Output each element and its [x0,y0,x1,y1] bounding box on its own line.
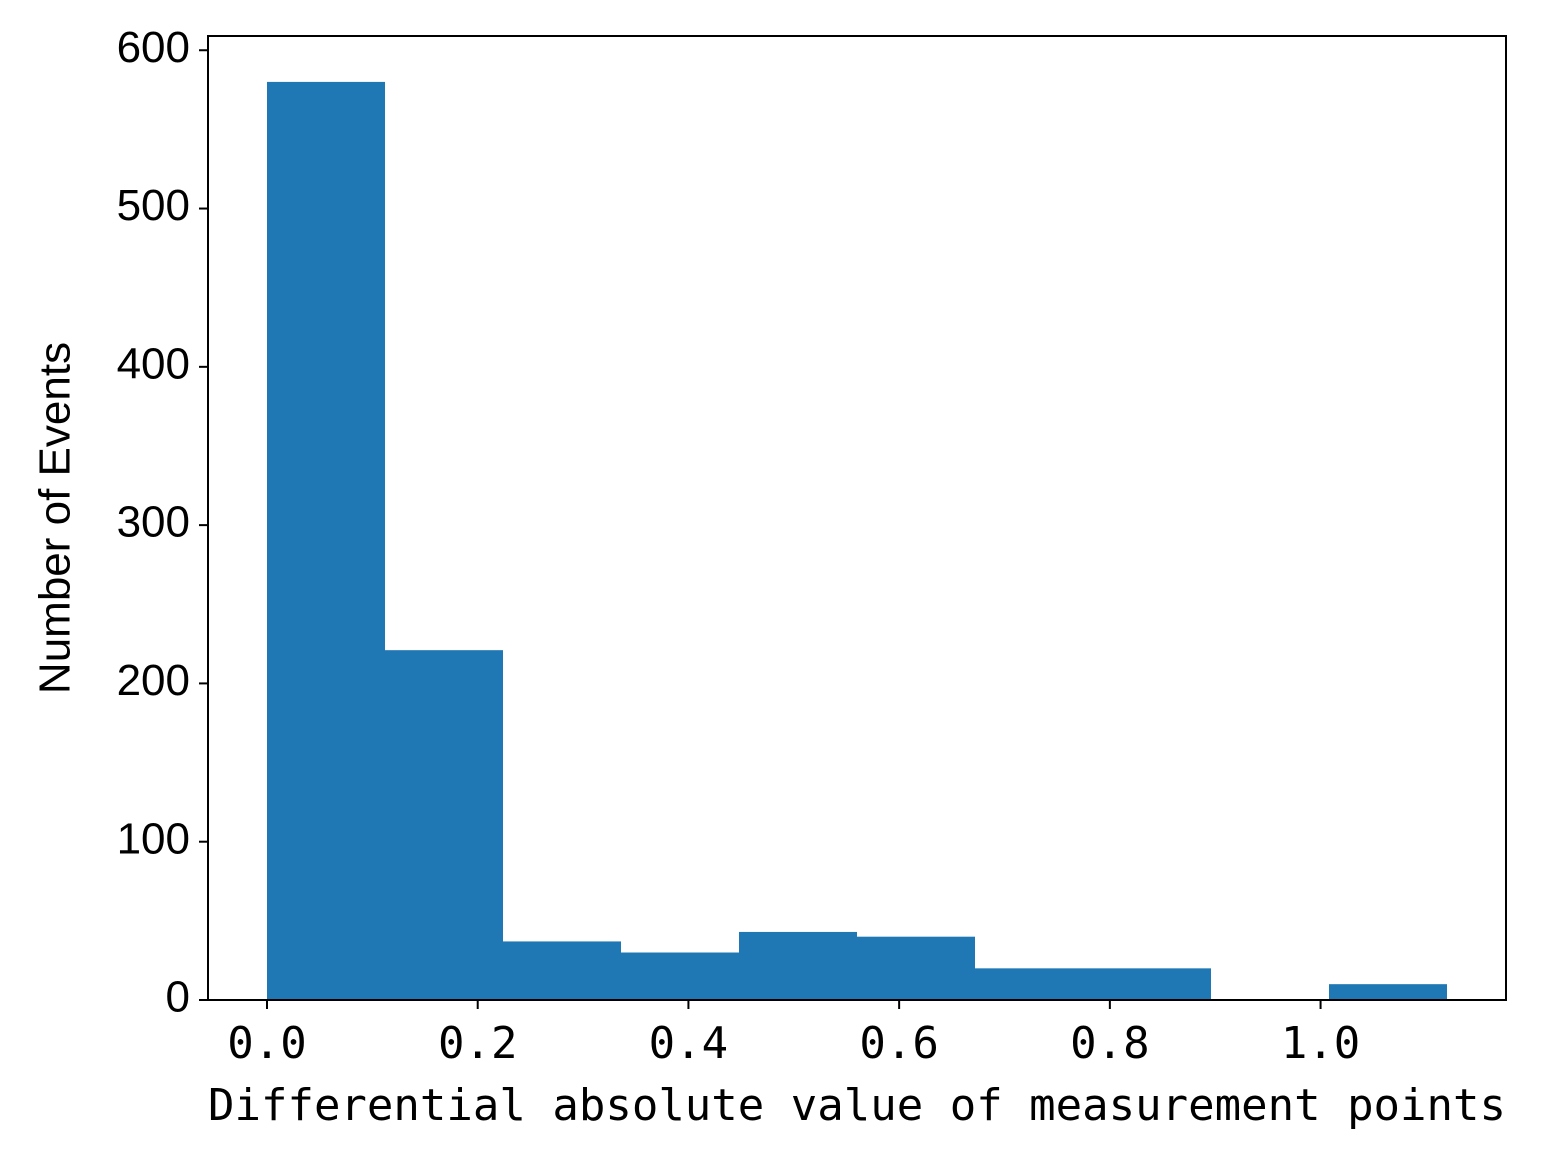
y-tick-label: 500 [117,181,190,230]
bar [267,81,385,1000]
x-tick-label: 0.6 [859,1018,938,1069]
y-tick-label: 200 [117,656,190,705]
x-tick-label: 0.4 [649,1018,728,1069]
x-axis-label: Differential absolute value of measureme… [208,1080,1506,1131]
y-axis-label: Number of Events [31,342,80,694]
bar [385,650,503,1000]
x-tick-label: 0.8 [1070,1018,1149,1069]
y-tick-label: 400 [117,339,190,388]
bar [621,952,739,1000]
bar [857,936,975,1000]
bar [739,931,857,1000]
bar [503,941,621,1000]
plot-frame [207,35,1507,1001]
x-tick-label: 1.0 [1281,1018,1360,1069]
bar [975,968,1093,1000]
y-tick-label: 0 [166,973,190,1022]
y-tick-label: 300 [117,498,190,547]
bar [1093,968,1211,1000]
y-tick-label: 100 [117,814,190,863]
y-tick-label: 600 [117,23,190,72]
x-tick-label: 0.0 [227,1018,306,1069]
x-tick-label: 0.2 [438,1018,517,1069]
bar [1329,984,1447,1000]
